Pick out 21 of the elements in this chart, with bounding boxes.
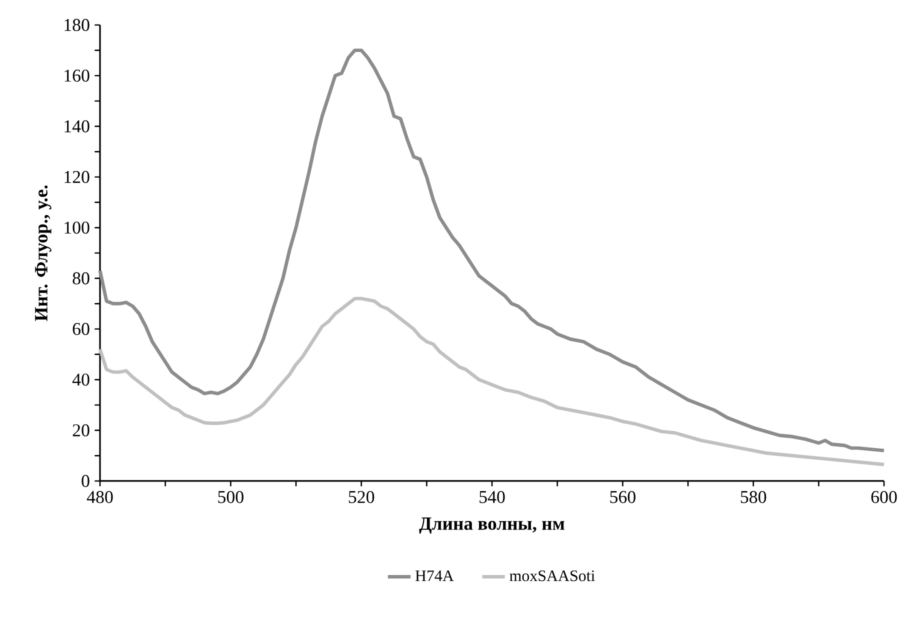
y-tick-label: 60	[72, 322, 90, 336]
y-tick-label: 20	[72, 424, 90, 436]
legend-label: moxSAASoti	[510, 570, 595, 582]
y-tick-label: 0	[82, 474, 90, 488]
x-tick-label: 480	[86, 490, 113, 504]
y-tick-label: 180	[64, 18, 90, 32]
y-tick-label: 120	[64, 170, 90, 184]
y-tick-label: 160	[64, 70, 90, 82]
y-tick-label: 80	[72, 272, 90, 284]
y-tick-label: 100	[64, 222, 90, 234]
y-tick-label: 140	[64, 120, 90, 132]
legend-label: H74A	[415, 570, 454, 582]
x-tick-label: 540	[480, 490, 505, 504]
y-axis-title: Инт. Флуор., у.е.	[35, 185, 52, 321]
x-tick-label: 600	[871, 490, 897, 504]
x-tick-label: 580	[740, 490, 766, 504]
x-axis-title: Длина волны, нм	[419, 518, 564, 534]
x-tick-label: 500	[218, 490, 244, 504]
x-tick-label: 520	[348, 490, 374, 504]
y-tick-label: 40	[72, 374, 90, 386]
x-tick-label: 560	[610, 490, 636, 504]
